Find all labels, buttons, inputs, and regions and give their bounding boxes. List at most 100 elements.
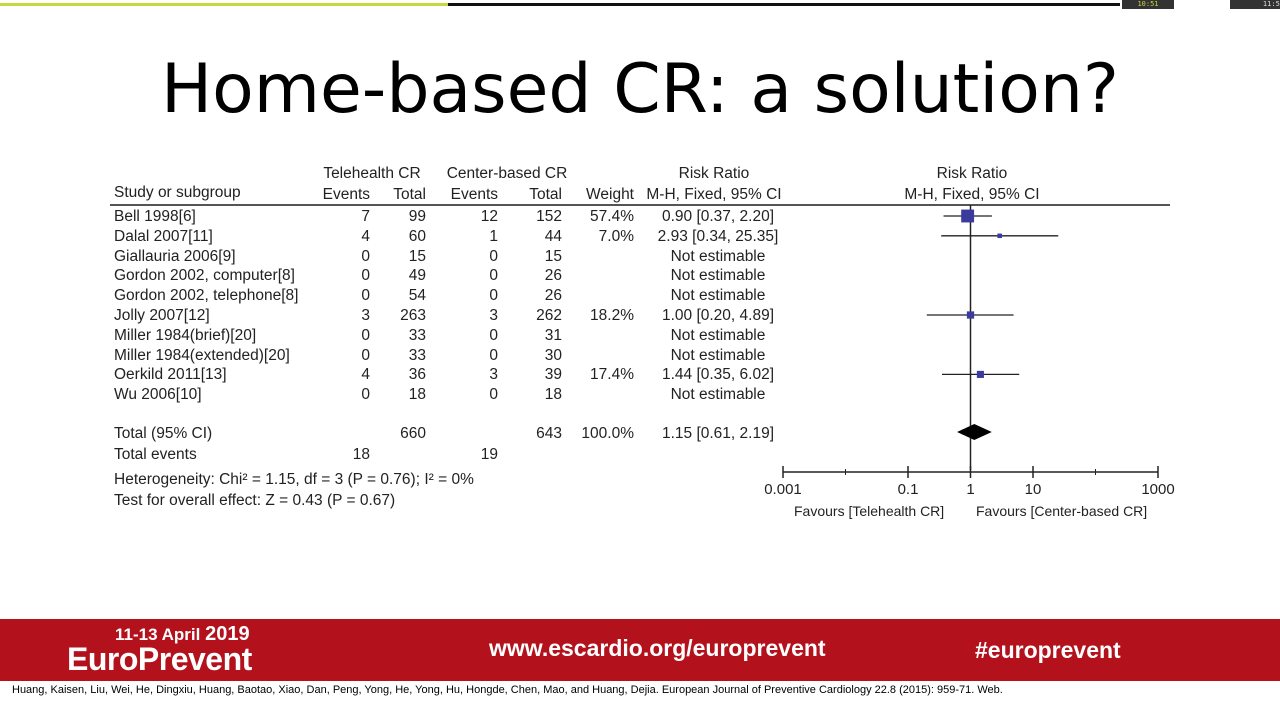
group1-header: Telehealth CR bbox=[323, 165, 421, 182]
x-tick-label: 0.1 bbox=[898, 481, 919, 498]
row-t1: 54 bbox=[408, 287, 426, 305]
favours-left-label: Favours [Telehealth CR] bbox=[794, 503, 945, 519]
weight-header: Weight bbox=[586, 186, 634, 203]
row-t2: 30 bbox=[544, 346, 562, 364]
row-e1: 7 bbox=[361, 208, 370, 225]
pooled-diamond bbox=[957, 424, 992, 440]
row-t2: 15 bbox=[544, 247, 562, 265]
row-t1: 33 bbox=[408, 346, 426, 364]
row-rr: 1.44 [0.35, 6.02] bbox=[661, 366, 775, 384]
row-study: Giallauria 2006[9] bbox=[114, 247, 236, 265]
row-t1: 60 bbox=[408, 227, 426, 245]
heterogeneity-text: Heterogeneity: Chi² = 1.15, df = 3 (P = … bbox=[114, 471, 474, 488]
row-rr: 1.00 [0.20, 4.89] bbox=[661, 307, 775, 324]
row-study: Gordon 2002, computer[8] bbox=[114, 267, 295, 285]
overall-effect-text: Test for overall effect: Z = 0.43 (P = 0… bbox=[114, 492, 396, 509]
event-date-text: 11-13 April bbox=[115, 625, 201, 644]
footer-url: www.escardio.org/europrevent bbox=[489, 635, 826, 661]
rr-header-title: Risk Ratio bbox=[678, 165, 750, 182]
row-t1: 36 bbox=[408, 366, 426, 384]
row-e1: 0 bbox=[361, 247, 370, 265]
europrevent-logo: EuroPrevent bbox=[67, 641, 252, 677]
total-ci-rr: 1.15 [0.61, 2.19] bbox=[661, 425, 775, 442]
row-t2: 31 bbox=[544, 326, 562, 344]
row-t2: 18 bbox=[544, 386, 562, 404]
events1-header: Events bbox=[322, 186, 370, 203]
total-ci-t2: 643 bbox=[536, 425, 562, 442]
row-e1: 0 bbox=[361, 386, 370, 404]
total2-header: Total bbox=[529, 186, 562, 203]
row-t2: 39 bbox=[544, 366, 562, 384]
row-study: Wu 2006[10] bbox=[114, 386, 202, 404]
row-e1: 4 bbox=[361, 366, 370, 384]
row-rr: Not estimable bbox=[670, 386, 766, 404]
row-weight: 7.0% bbox=[598, 227, 634, 245]
row-study: Dalal 2007[11] bbox=[114, 227, 213, 245]
group2-header: Center-based CR bbox=[446, 165, 568, 182]
plot-header-title: Risk Ratio bbox=[936, 165, 1008, 182]
row-e2: 0 bbox=[489, 287, 498, 305]
total-ci-t1: 660 bbox=[400, 425, 426, 442]
forest-plot: 0.001 0.1 1 10 1000 bbox=[764, 205, 1175, 498]
plot-header-method: M-H, Fixed, 95% CI bbox=[904, 186, 1040, 203]
row-study: Miller 1984(extended)[20] bbox=[114, 346, 290, 364]
row-weight: 17.4% bbox=[590, 366, 634, 384]
study-marker bbox=[961, 209, 975, 223]
progress-track[interactable] bbox=[0, 3, 1120, 6]
row-e2: 0 bbox=[489, 346, 498, 364]
row-rr: Not estimable bbox=[670, 346, 766, 364]
row-e1: 4 bbox=[361, 227, 370, 245]
row-e1: 3 bbox=[361, 307, 370, 324]
row-e1: 0 bbox=[361, 346, 370, 364]
row-t2: 152 bbox=[536, 208, 562, 225]
total-time: 11:57 bbox=[1230, 0, 1280, 9]
row-rr: Not estimable bbox=[670, 287, 766, 305]
row-e2: 0 bbox=[489, 386, 498, 404]
row-t1: 18 bbox=[408, 386, 426, 404]
study-header: Study or subgroup bbox=[114, 184, 241, 201]
row-e2: 0 bbox=[489, 267, 498, 285]
citation: Huang, Kaisen, Liu, Wei, He, Dingxiu, Hu… bbox=[12, 684, 1003, 696]
row-e2: 0 bbox=[489, 247, 498, 265]
row-e2: 1 bbox=[489, 227, 498, 245]
header-divider bbox=[110, 204, 1170, 206]
study-marker bbox=[976, 370, 984, 378]
slide-title: Home-based CR: a solution? bbox=[160, 50, 1120, 129]
total-events-label: Total events bbox=[114, 446, 197, 463]
total-ci-label: Total (95% CI) bbox=[114, 425, 213, 442]
event-date: 11-13 April 2019 bbox=[115, 623, 250, 646]
video-progress-bar[interactable] bbox=[0, 0, 1280, 9]
row-e1: 0 bbox=[361, 267, 370, 285]
row-t2: 262 bbox=[536, 307, 562, 324]
total1-header: Total bbox=[393, 186, 426, 203]
study-marker bbox=[997, 233, 1002, 239]
row-e2: 3 bbox=[489, 307, 498, 324]
total-events-e1: 18 bbox=[352, 446, 370, 463]
row-e2: 0 bbox=[489, 326, 498, 344]
row-study: Gordon 2002, telephone[8] bbox=[114, 287, 299, 305]
row-t2: 26 bbox=[544, 267, 562, 285]
row-t2: 44 bbox=[544, 227, 562, 245]
row-rr: 2.93 [0.34, 25.35] bbox=[657, 227, 779, 245]
row-weight: 18.2% bbox=[590, 307, 634, 324]
event-year: 2019 bbox=[205, 623, 250, 645]
events2-header: Events bbox=[450, 186, 498, 203]
favours-right-label: Favours [Center-based CR] bbox=[976, 503, 1148, 519]
row-e1: 0 bbox=[361, 287, 370, 305]
rr-header-method: M-H, Fixed, 95% CI bbox=[646, 186, 782, 203]
progress-fill bbox=[0, 3, 448, 6]
row-t2: 26 bbox=[544, 287, 562, 305]
row-rr: Not estimable bbox=[670, 326, 766, 344]
row-t1: 49 bbox=[408, 267, 426, 285]
x-tick-label: 1 bbox=[966, 481, 974, 498]
row-study: Jolly 2007[12] bbox=[114, 307, 210, 324]
row-rr: Not estimable bbox=[670, 247, 766, 265]
row-study: Oerkild 2011[13] bbox=[114, 366, 227, 384]
x-tick-label: 10 bbox=[1025, 481, 1042, 498]
study-marker bbox=[966, 311, 975, 319]
footer-band bbox=[0, 619, 1280, 681]
row-weight: 57.4% bbox=[590, 208, 634, 225]
row-t1: 263 bbox=[400, 307, 426, 324]
elapsed-time: 10:51 bbox=[1122, 0, 1174, 9]
footer-hashtag: #europrevent bbox=[975, 637, 1121, 663]
